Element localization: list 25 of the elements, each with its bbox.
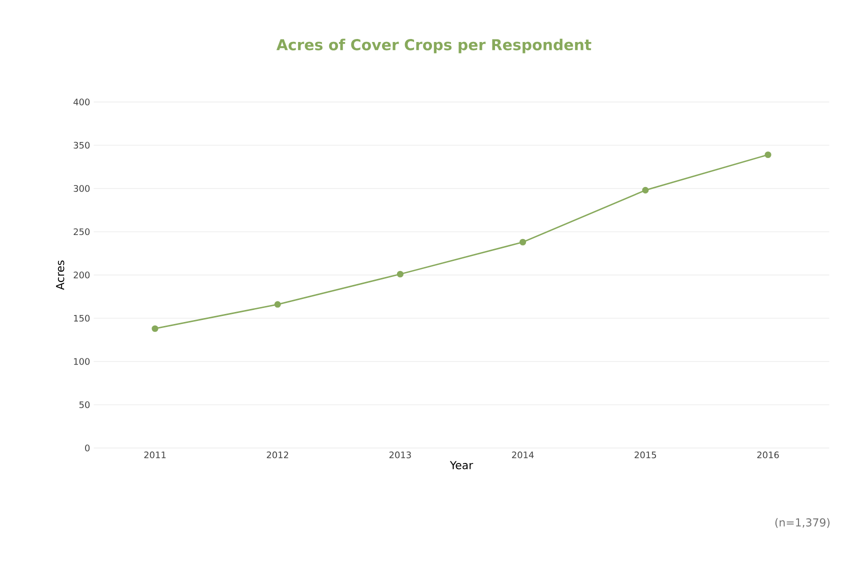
y-tick-label: 100 (74, 358, 90, 365)
x-tick-label: 2012 (266, 452, 288, 458)
point (520, 238, 526, 246)
y-axis-title: Acres (56, 260, 64, 290)
x-tick-label: 2011 (144, 452, 166, 458)
y-tick-label: 350 (74, 142, 90, 149)
point (274, 301, 281, 308)
y-tick-label: 400 (74, 98, 90, 106)
y-tick-label: 150 (74, 314, 90, 322)
chart-title: Acres of Cover Crops per Respondent (276, 38, 592, 54)
x-tick-label: 2013 (389, 452, 411, 458)
point (642, 186, 649, 194)
point (152, 325, 158, 332)
point (764, 151, 772, 158)
x-tick-label: 2016 (757, 452, 779, 458)
y-tick-label: 300 (74, 185, 90, 192)
x-tick-label: 2015 (634, 452, 656, 458)
y-tick-label: 50 (79, 401, 90, 408)
y-tick-label: 0 (85, 444, 90, 452)
text: (n=1,379) (775, 518, 830, 528)
x-axis-title: Year (450, 461, 474, 470)
point (396, 270, 404, 278)
y-tick-label: 200 (74, 272, 90, 278)
x-tick-label: 2014 (512, 452, 534, 458)
y-tick-label: 250 (74, 228, 90, 236)
